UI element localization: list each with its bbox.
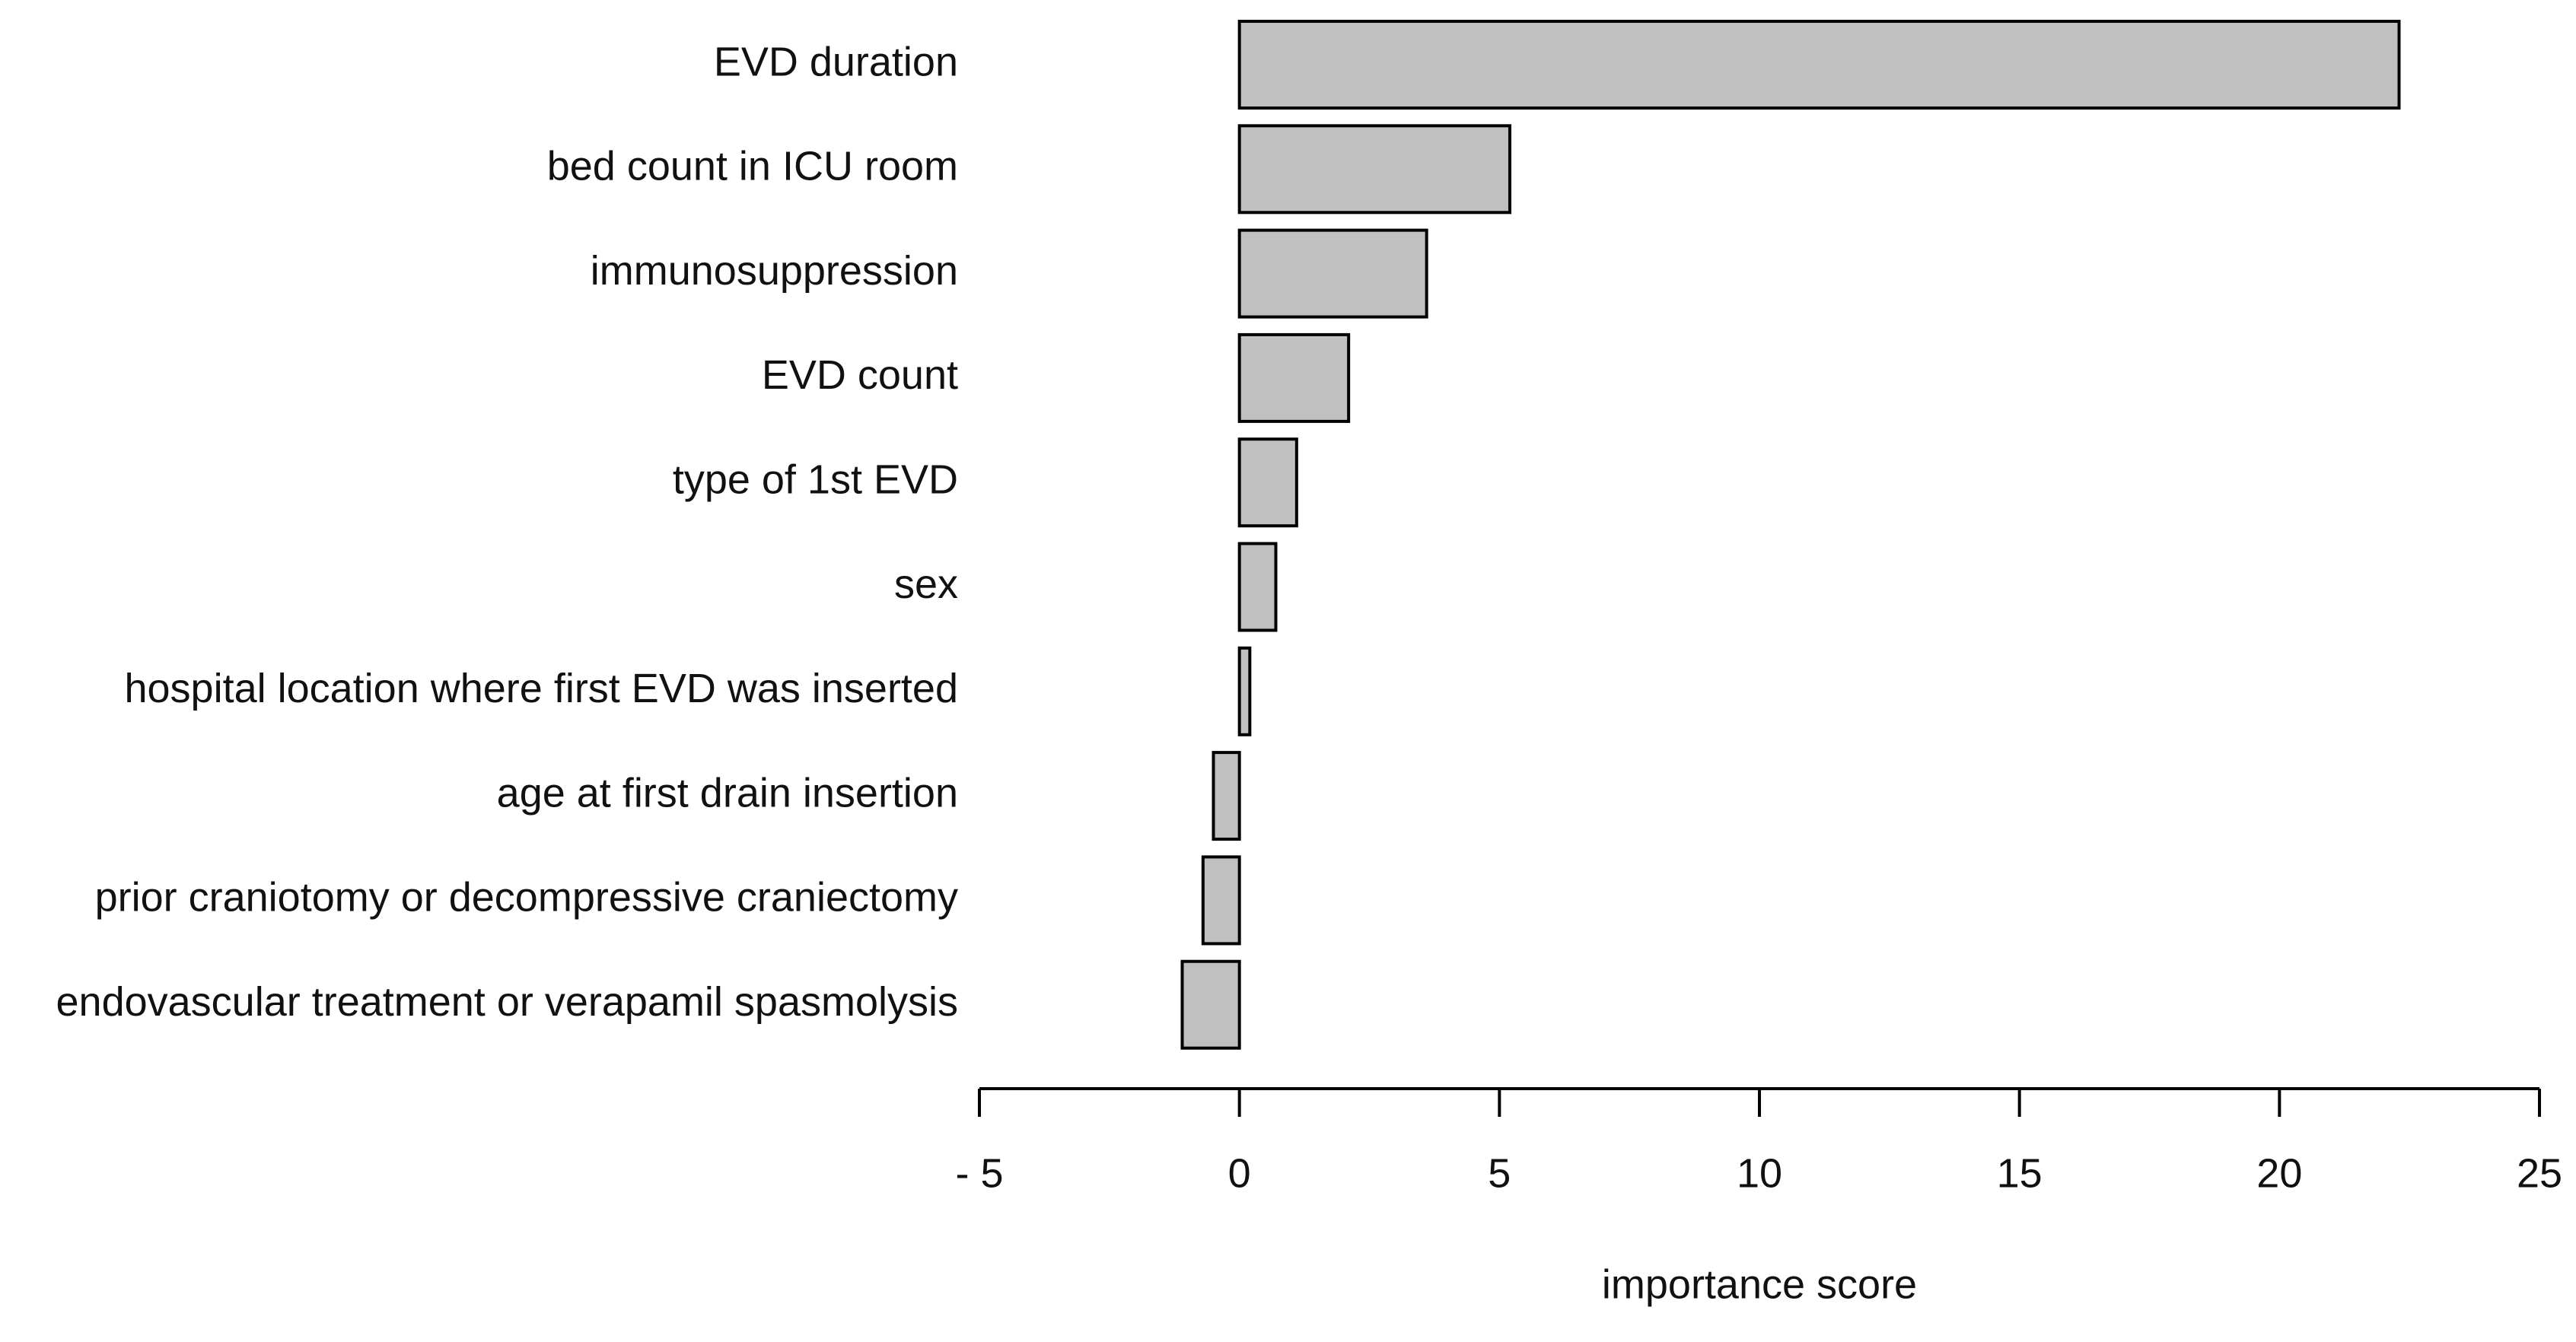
y-tick-label: EVD duration [714, 39, 958, 84]
y-tick-label: EVD count [762, 352, 958, 398]
bar [1237, 332, 1351, 423]
x-axis-title: importance score [1602, 1261, 1917, 1307]
y-tick-label: age at first drain insertion [497, 770, 958, 816]
y-tick-label: immunosuppression [591, 248, 958, 294]
bar [1237, 542, 1278, 632]
y-tick-label: sex [894, 561, 958, 607]
x-tick-label: 25 [2517, 1150, 2562, 1196]
x-tick-label: - 5 [955, 1150, 1003, 1196]
bar [1237, 646, 1252, 736]
x-tick-label: 5 [1488, 1150, 1511, 1196]
bar [1180, 959, 1241, 1050]
x-tick-label: 15 [1997, 1150, 2043, 1196]
bar [1237, 228, 1428, 319]
bar [1237, 20, 2401, 110]
bar [1237, 437, 1298, 528]
y-tick-label: prior craniotomy or decompressive cranie… [95, 875, 958, 921]
y-tick-label: type of 1st EVD [673, 456, 958, 502]
x-tick-label: 10 [1737, 1150, 1782, 1196]
y-tick-label: hospital location where first EVD was in… [124, 666, 958, 711]
y-tick-label: bed count in ICU room [547, 144, 958, 189]
x-tick-label: 0 [1228, 1150, 1251, 1196]
bar [1237, 124, 1511, 215]
x-tick-label: 20 [2256, 1150, 2302, 1196]
bar [1201, 855, 1241, 946]
bar [1212, 751, 1241, 841]
y-tick-label: endovascular treatment or verapamil spas… [56, 979, 959, 1025]
